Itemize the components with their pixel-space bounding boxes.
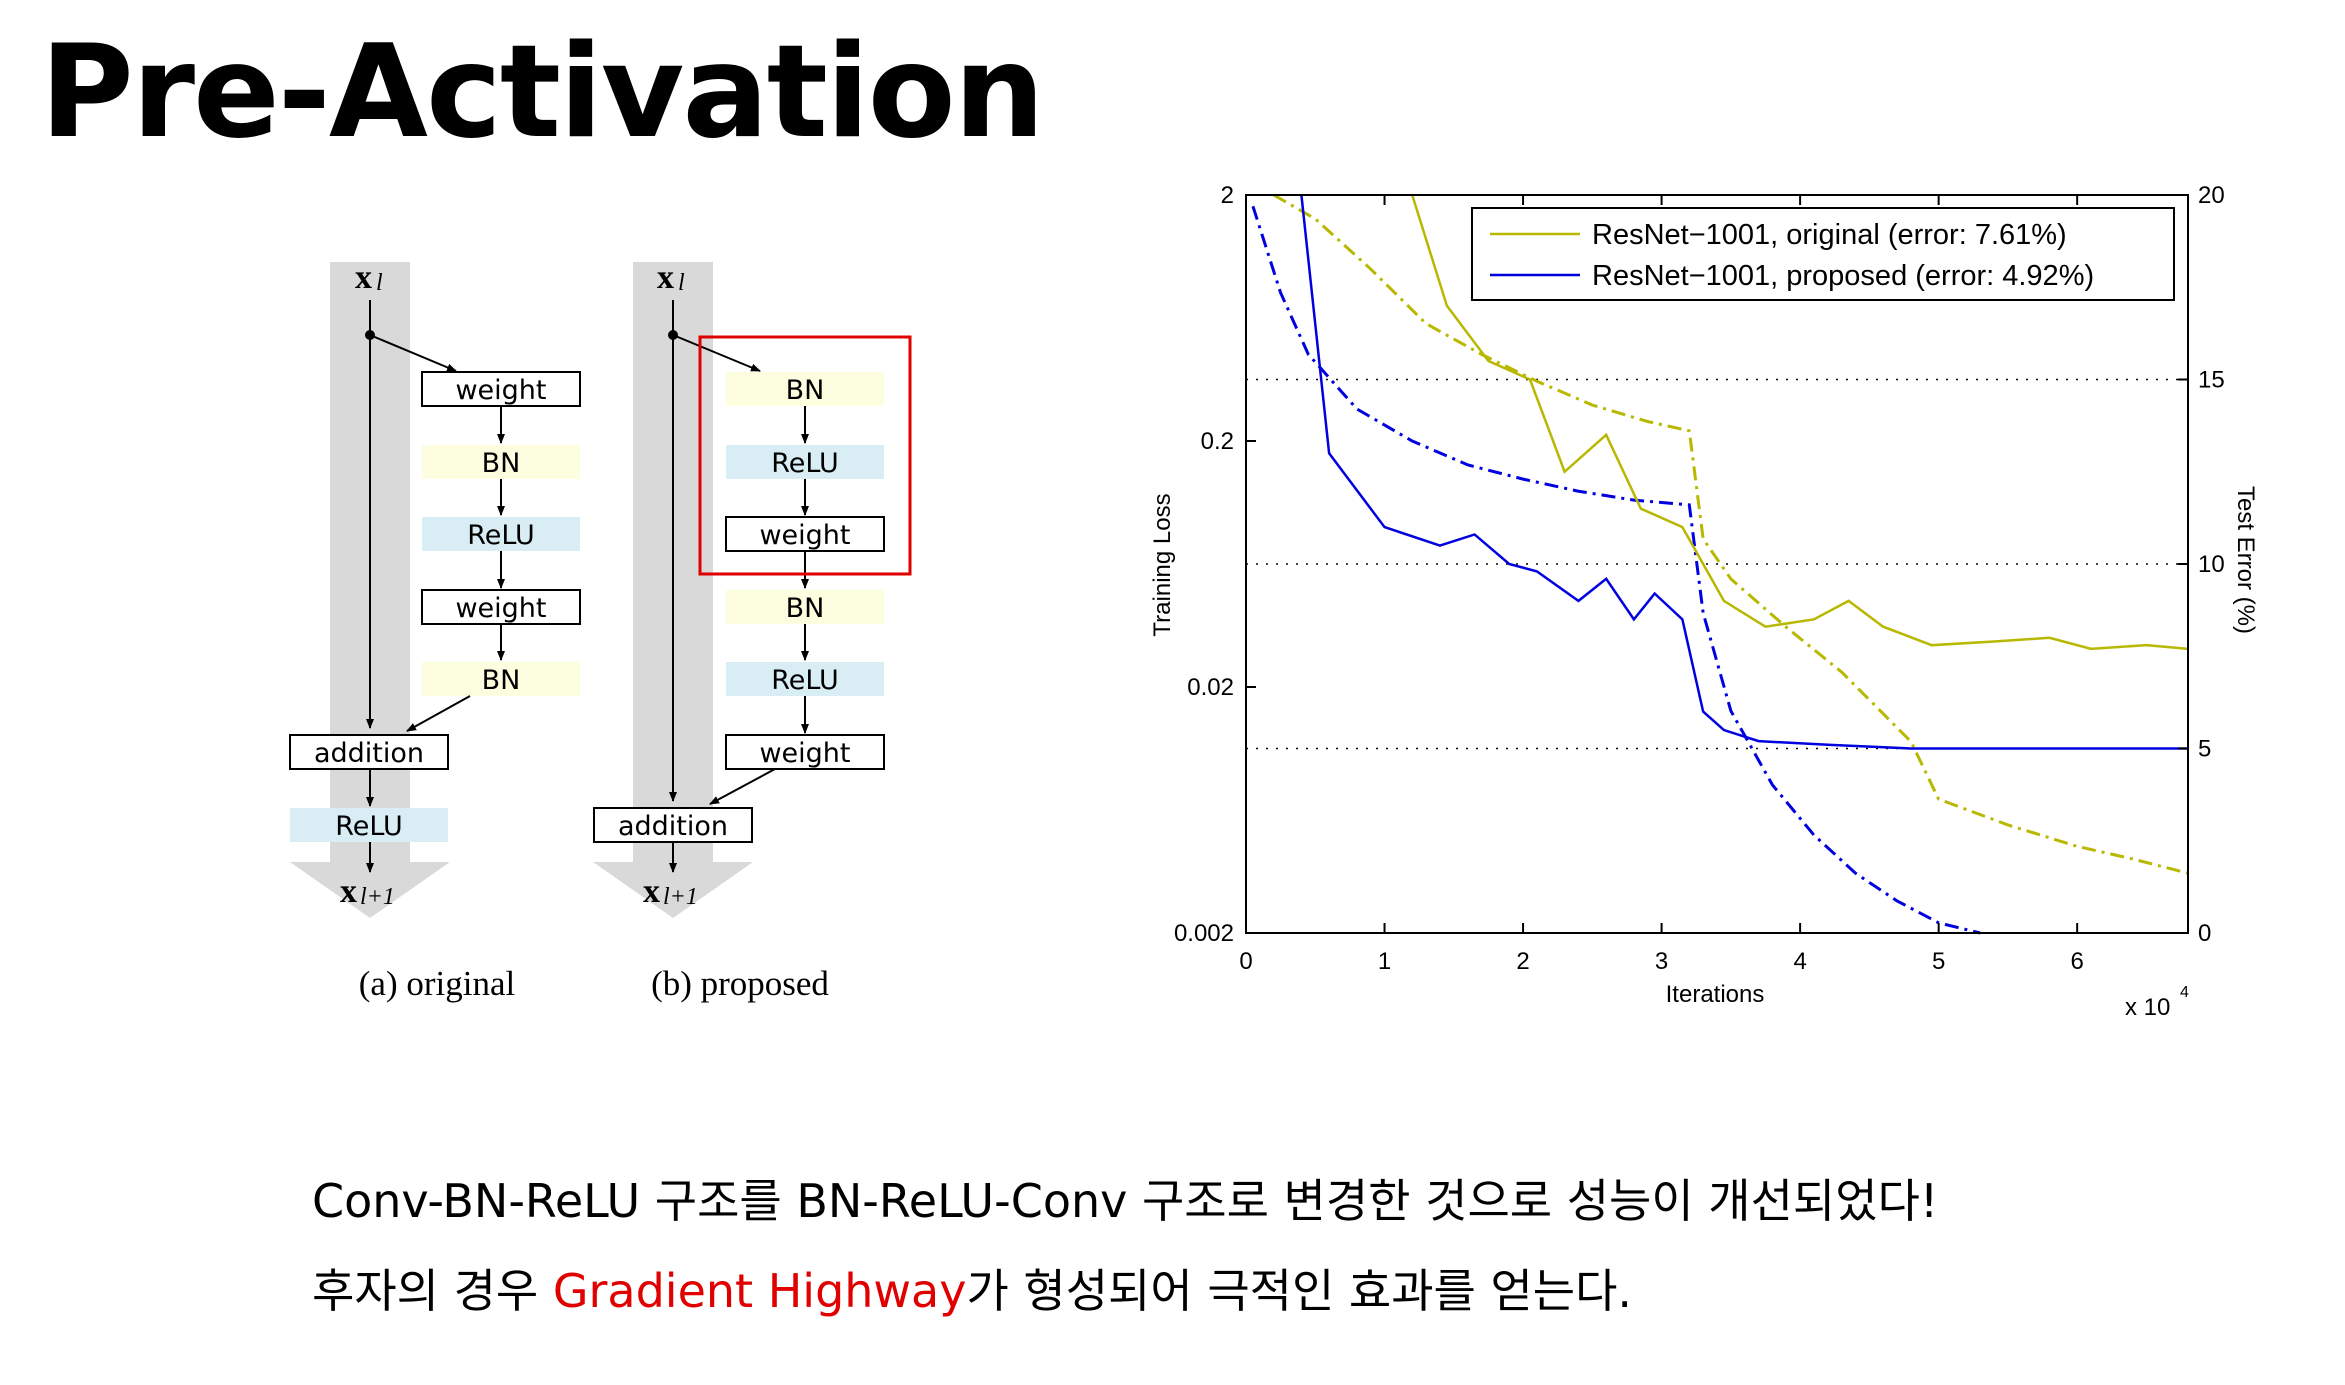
diagram-proposed: x l BN ReLU weight BN ReLU weight additi… [593,259,912,1003]
highlight-box [698,335,912,576]
block-bn [726,590,884,624]
x-axis-label: Iterations [1666,981,1765,1008]
y-right-tick-label: 15 [2198,367,2225,394]
chart-grid [1246,378,2188,750]
merge-arrow [709,768,776,805]
legend-label-proposed: ResNet−1001, proposed (error: 4.92%) [1592,260,2094,292]
block-relu [726,662,884,696]
block-label: weight [759,520,850,551]
output-sub: l+1 [360,884,395,910]
chart-ticks: 0 1 2 3 4 5 6 2 0.2 0.02 0.002 20 15 10 5 0 [1174,182,2225,975]
x-tick-label: 4 [1793,948,1806,975]
caption-proposed: (b) proposed [651,964,829,1003]
block-label: BN [482,448,521,479]
y-left-tick-label: 2 [1221,182,1234,209]
block-addition [593,807,753,843]
test-error-line-original [1411,194,2189,651]
input-sub: l [376,270,383,296]
y-left-tick-label: 0.2 [1201,428,1234,455]
caption-original: (a) original [359,964,516,1003]
x-multiplier-exp: 4 [2180,984,2189,1001]
explanation-suffix: 가 형성되어 극적인 효과를 얻는다. [966,1264,1633,1318]
block-label: ReLU [335,811,403,842]
block-addition [289,734,449,770]
x-multiplier: x 10 [2125,994,2170,1021]
block-label: ReLU [467,520,535,551]
block-label: ReLU [771,665,839,696]
block-label: weight [455,593,546,624]
y-right-tick-label: 10 [2198,551,2225,578]
block-label: addition [618,811,728,842]
y-right-tick-label: 0 [2198,920,2211,947]
block-label: weight [455,375,546,406]
x-tick-label: 6 [2070,948,2083,975]
explanation-line-1: Conv-BN-ReLU 구조를 BN-ReLU-Conv 구조로 변경한 것으… [312,1174,1939,1228]
y-right-axis-label: Test Error (%) [2232,486,2259,634]
highway-arrowhead [593,862,753,918]
output-label: x [643,873,660,910]
block-label: BN [786,593,825,624]
chart-legend: ResNet−1001, original (error: 7.61%) Res… [1471,207,2175,301]
page-title: Pre-Activation [40,18,1045,167]
input-label: x [355,259,372,296]
input-label: x [657,259,674,296]
block-label: weight [759,738,850,769]
block-label: ReLU [771,448,839,479]
input-sub: l [678,270,685,296]
y-left-axis-label: Training Loss [1149,493,1176,636]
block-weight [421,371,581,407]
block-label: BN [482,665,521,696]
test-error-line-proposed [1300,194,2188,750]
block-weight [421,589,581,625]
branch-arrow [672,334,761,372]
x-tick-label: 5 [1932,948,1945,975]
chart-lines [1251,193,2189,935]
y-left-tick-label: 0.02 [1187,674,1234,701]
block-bn [422,445,580,479]
x-tick-label: 2 [1516,948,1529,975]
merge-arrow [406,695,471,732]
block-relu [422,517,580,551]
block-relu [290,808,448,842]
block-label: addition [314,738,424,769]
training-loss-line-original [1272,193,2189,875]
diagram-original: x l weight BN ReLU weight BN addition Re… [289,259,581,1003]
x-tick-label: 3 [1655,948,1668,975]
branch-arrow [369,334,457,372]
block-weight [725,734,885,770]
x-tick-label: 1 [1378,948,1391,975]
explanation-prefix: 후자의 경우 [312,1264,553,1318]
y-left-tick-label: 0.002 [1174,920,1234,947]
y-right-tick-label: 5 [2198,736,2211,763]
block-bn [422,662,580,696]
gradient-highway-highlight: Gradient Highway [552,1264,967,1318]
legend-label-original: ResNet−1001, original (error: 7.61%) [1592,219,2067,251]
block-bn [726,372,884,406]
output-sub: l+1 [663,884,698,910]
output-label: x [340,873,357,910]
highway-arrowhead [290,862,450,918]
legend-box [1471,207,2175,301]
explanation-line-2: 후자의 경우 Gradient Highway가 형성되어 극적인 효과를 얻는… [312,1255,1632,1321]
block-weight [725,516,885,552]
y-right-tick-label: 20 [2198,182,2225,209]
training-loss-line-proposed [1251,205,1981,935]
x-tick-label: 0 [1239,948,1252,975]
block-relu [726,445,884,479]
block-label: BN [786,375,825,406]
